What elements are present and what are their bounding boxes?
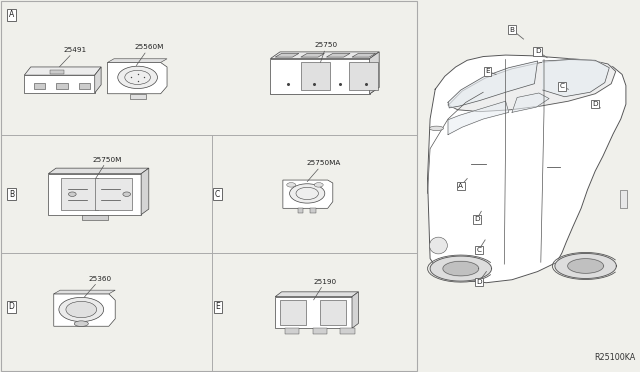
Text: A: A	[9, 10, 14, 19]
Polygon shape	[130, 94, 146, 99]
Polygon shape	[49, 168, 148, 174]
Polygon shape	[352, 292, 358, 328]
Polygon shape	[270, 87, 380, 94]
Polygon shape	[430, 256, 492, 281]
Text: D: D	[593, 101, 598, 107]
Ellipse shape	[289, 184, 325, 203]
Bar	[285, 328, 299, 334]
Polygon shape	[275, 292, 358, 297]
Polygon shape	[443, 261, 479, 276]
Ellipse shape	[429, 126, 444, 131]
Ellipse shape	[123, 192, 131, 196]
Polygon shape	[448, 101, 509, 135]
Ellipse shape	[314, 183, 323, 187]
Ellipse shape	[66, 301, 97, 318]
Polygon shape	[108, 62, 167, 94]
Polygon shape	[448, 60, 616, 112]
Bar	[50, 70, 64, 74]
Bar	[79, 83, 90, 89]
Polygon shape	[448, 61, 538, 108]
Polygon shape	[283, 180, 333, 208]
Polygon shape	[141, 168, 148, 215]
Polygon shape	[95, 178, 132, 210]
Polygon shape	[568, 259, 604, 273]
Text: 25750: 25750	[315, 42, 338, 64]
Ellipse shape	[74, 321, 88, 327]
Text: 25560M: 25560M	[134, 44, 164, 65]
Polygon shape	[24, 67, 101, 75]
Text: E: E	[215, 302, 220, 311]
Polygon shape	[555, 253, 616, 279]
Text: D: D	[8, 302, 15, 311]
Polygon shape	[320, 301, 346, 324]
Polygon shape	[54, 290, 115, 294]
Text: 25190: 25190	[314, 279, 337, 300]
Bar	[1, 1, 417, 371]
Polygon shape	[270, 58, 370, 94]
Ellipse shape	[287, 183, 296, 187]
Polygon shape	[54, 294, 115, 326]
Bar	[298, 208, 303, 213]
Text: B: B	[9, 190, 14, 199]
Polygon shape	[512, 93, 549, 112]
Bar	[56, 83, 68, 89]
Text: C: C	[215, 190, 220, 199]
Polygon shape	[370, 52, 380, 94]
Text: D: D	[474, 217, 479, 222]
Polygon shape	[428, 55, 626, 283]
Bar	[340, 328, 355, 334]
Text: A: A	[458, 183, 463, 189]
Text: 25750MA: 25750MA	[306, 160, 340, 182]
Text: R25100KA: R25100KA	[595, 353, 636, 362]
Polygon shape	[349, 62, 378, 90]
Polygon shape	[49, 174, 141, 215]
Ellipse shape	[118, 66, 157, 89]
Polygon shape	[543, 60, 609, 97]
Polygon shape	[24, 75, 95, 93]
Text: C: C	[559, 83, 564, 89]
Polygon shape	[108, 59, 167, 62]
Ellipse shape	[429, 237, 447, 254]
Polygon shape	[301, 53, 324, 57]
Bar	[620, 190, 627, 208]
Polygon shape	[82, 215, 108, 220]
Bar	[34, 83, 45, 89]
Polygon shape	[95, 67, 101, 93]
Text: D: D	[535, 48, 540, 54]
Polygon shape	[352, 53, 376, 57]
Polygon shape	[270, 52, 380, 58]
Ellipse shape	[59, 298, 104, 321]
Text: 25360: 25360	[84, 276, 112, 297]
Polygon shape	[280, 301, 306, 324]
Polygon shape	[275, 53, 299, 57]
Text: C: C	[476, 247, 481, 253]
Polygon shape	[301, 62, 330, 90]
Text: B: B	[509, 27, 515, 33]
Polygon shape	[326, 53, 350, 57]
Text: E: E	[485, 68, 490, 74]
Polygon shape	[61, 178, 99, 210]
Text: 25750M: 25750M	[93, 157, 122, 180]
Polygon shape	[275, 297, 352, 328]
Text: 25491: 25491	[60, 47, 87, 67]
Bar	[310, 208, 316, 213]
Ellipse shape	[68, 192, 76, 196]
Bar	[313, 328, 327, 334]
Text: D: D	[476, 279, 481, 285]
